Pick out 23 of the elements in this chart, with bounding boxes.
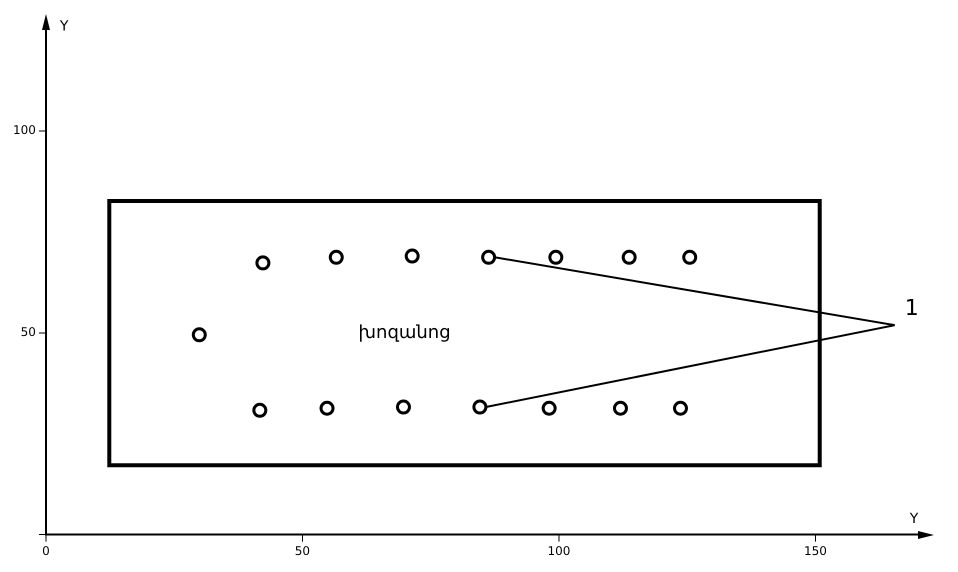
x-tick-label: 150 bbox=[804, 544, 827, 558]
point bbox=[320, 400, 335, 416]
point bbox=[404, 248, 420, 264]
point bbox=[548, 250, 564, 265]
point bbox=[252, 402, 268, 418]
x-tick-label: 0 bbox=[42, 544, 50, 558]
x-tick-label: 100 bbox=[547, 544, 570, 558]
x-axis-title: Y bbox=[908, 511, 919, 528]
point bbox=[481, 250, 496, 265]
point bbox=[328, 250, 344, 265]
point bbox=[622, 250, 637, 265]
point bbox=[396, 400, 411, 415]
point bbox=[672, 400, 688, 416]
point bbox=[472, 400, 488, 415]
annotation: 1 bbox=[904, 296, 919, 321]
point bbox=[542, 400, 557, 416]
point bbox=[612, 400, 628, 416]
x-tick-label: 50 bbox=[294, 544, 310, 558]
point bbox=[682, 250, 698, 265]
point bbox=[255, 255, 270, 270]
point bbox=[192, 327, 207, 342]
y-axis-title: Y bbox=[58, 18, 69, 35]
annotation: խոզանոց bbox=[358, 322, 451, 343]
